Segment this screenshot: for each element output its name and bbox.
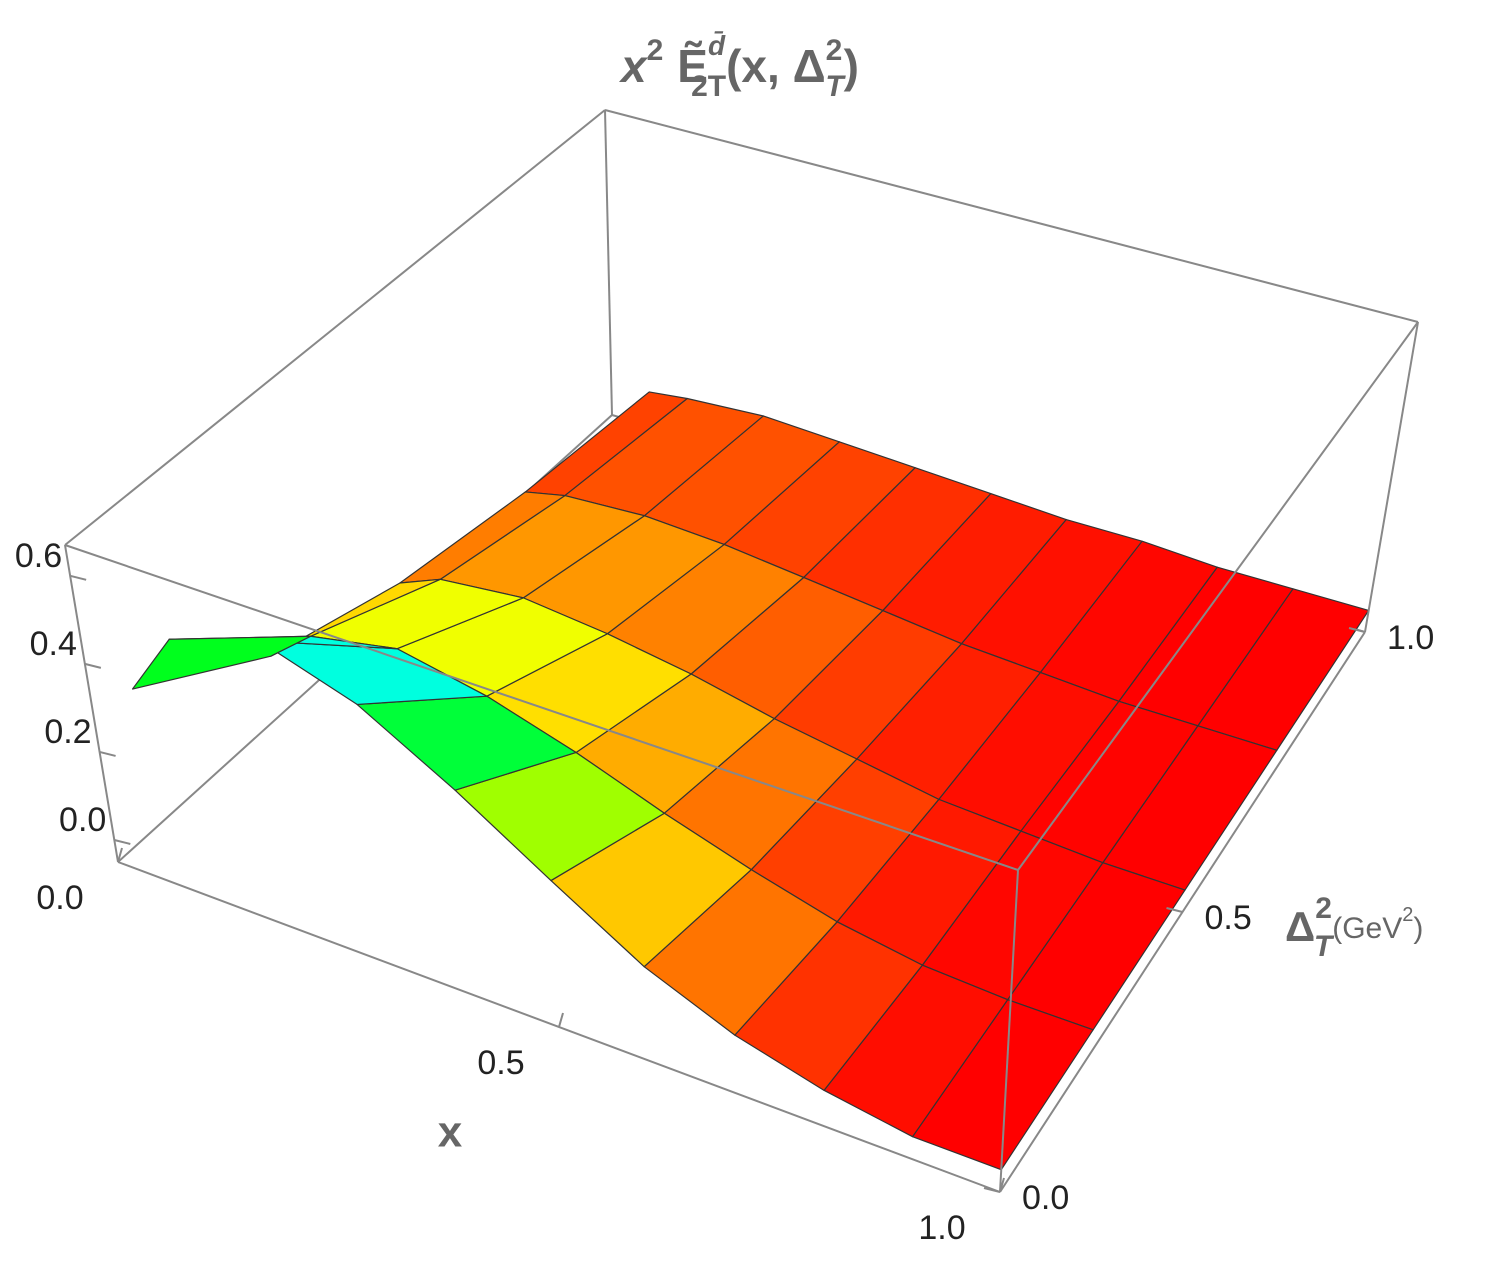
title-part: T: [825, 70, 846, 103]
y-tick: [1348, 627, 1366, 633]
z-tick: [99, 750, 116, 757]
x-tick-label: 0.5: [477, 1044, 524, 1082]
x-tick: [117, 847, 123, 863]
x-tick-label: 1.0: [918, 1209, 965, 1247]
label-part: Δ: [1285, 903, 1315, 950]
x-tick: [999, 1177, 1005, 1193]
title-part: 2T: [691, 70, 726, 103]
surface-cell: [131, 635, 312, 690]
x-tick: [558, 1012, 564, 1028]
label-part: 2: [1402, 904, 1413, 926]
label-part: T: [1314, 930, 1335, 963]
label-part: ): [1413, 912, 1423, 945]
y-tick: [1166, 907, 1183, 913]
y-tick-label: 0.5: [1205, 899, 1252, 937]
box-edge: [1017, 321, 1419, 871]
x-tick-label: 0.0: [36, 879, 83, 917]
label-part: 2: [1315, 892, 1332, 925]
y-tick-label: 1.0: [1387, 619, 1434, 657]
box-edge: [999, 869, 1019, 1193]
z-tick: [114, 839, 131, 845]
title-part: d̄: [708, 30, 726, 61]
z-tick: [84, 662, 102, 669]
box-edge: [64, 544, 119, 863]
label-part: (GeV: [1332, 912, 1402, 945]
box-edge: [64, 109, 606, 546]
box-edge: [64, 544, 1019, 871]
title-part: x: [618, 40, 649, 92]
chart-title: x2 Ẽd̄ 2T(x, Δ2 T): [618, 30, 859, 103]
z-tick-label: 0.2: [44, 713, 91, 751]
title-part: ): [844, 40, 859, 92]
title-part: (x, Δ: [726, 40, 826, 92]
box-edge: [1364, 321, 1419, 633]
y-axis-label: Δ2 T(GeV2): [1285, 892, 1423, 963]
z-tick-label: 0.4: [30, 625, 77, 663]
y-tick-label: 0.0: [1022, 1179, 1069, 1217]
z-tick: [69, 574, 87, 581]
title-part: 2: [647, 34, 664, 67]
y-tick: [983, 1187, 1001, 1193]
z-tick-label: 0.6: [15, 537, 62, 575]
title-part: Ẽ: [677, 40, 708, 92]
box-edge: [604, 109, 613, 416]
x-axis-label: x: [438, 1108, 463, 1157]
box-edge: [604, 109, 1419, 323]
z-tick-label: 0.0: [59, 801, 106, 839]
title-part: 2: [826, 34, 843, 67]
